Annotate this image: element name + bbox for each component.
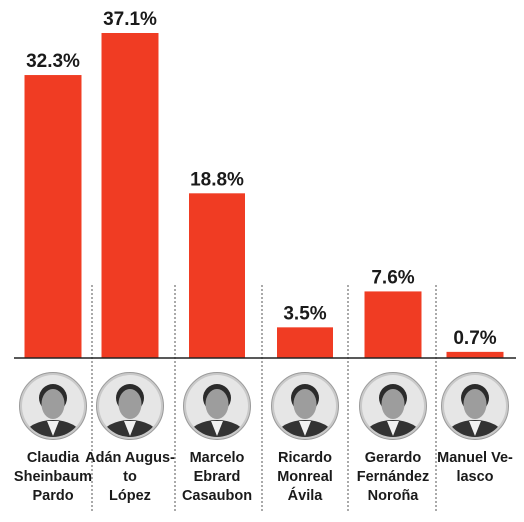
bar xyxy=(101,33,159,358)
value-labels-group: 32.3% 37.1% 18.8% 3.5% 7.6% 0.7% xyxy=(26,9,497,349)
data-label: 32.3% xyxy=(26,51,80,72)
data-label: 37.1% xyxy=(103,9,157,30)
bar xyxy=(24,75,82,358)
photo-claudia-sheinbaum xyxy=(19,372,87,440)
column-dividers xyxy=(91,285,437,512)
data-label: 0.7% xyxy=(453,328,496,349)
data-label: 3.5% xyxy=(283,303,326,324)
bar xyxy=(364,291,422,358)
photo-adan-augusto-lopez xyxy=(96,372,164,440)
bar xyxy=(277,327,333,358)
bar xyxy=(446,351,504,358)
photo-ricardo-monreal xyxy=(271,372,339,440)
photo-manuel-velasco xyxy=(441,372,509,440)
category-label: Ricardo Monreal Ávila xyxy=(277,450,333,504)
photo-gerardo-fernandez-norona xyxy=(359,372,427,440)
category-label: Marcelo Ebrard Casaubon xyxy=(182,450,252,504)
data-label: 18.8% xyxy=(190,169,244,190)
category-label: Gerardo Fernández Noroña xyxy=(357,450,430,504)
category-label: Manuel Ve-lasco xyxy=(437,450,513,485)
bars-group xyxy=(24,33,504,358)
avatars-group xyxy=(19,372,509,440)
category-label: Adán Augus-to López xyxy=(85,450,175,504)
bar xyxy=(189,193,245,358)
data-label: 7.6% xyxy=(371,267,414,288)
photo-marcelo-ebrard xyxy=(183,372,251,440)
category-label: Claudia Sheinbaum Pardo xyxy=(14,450,92,504)
